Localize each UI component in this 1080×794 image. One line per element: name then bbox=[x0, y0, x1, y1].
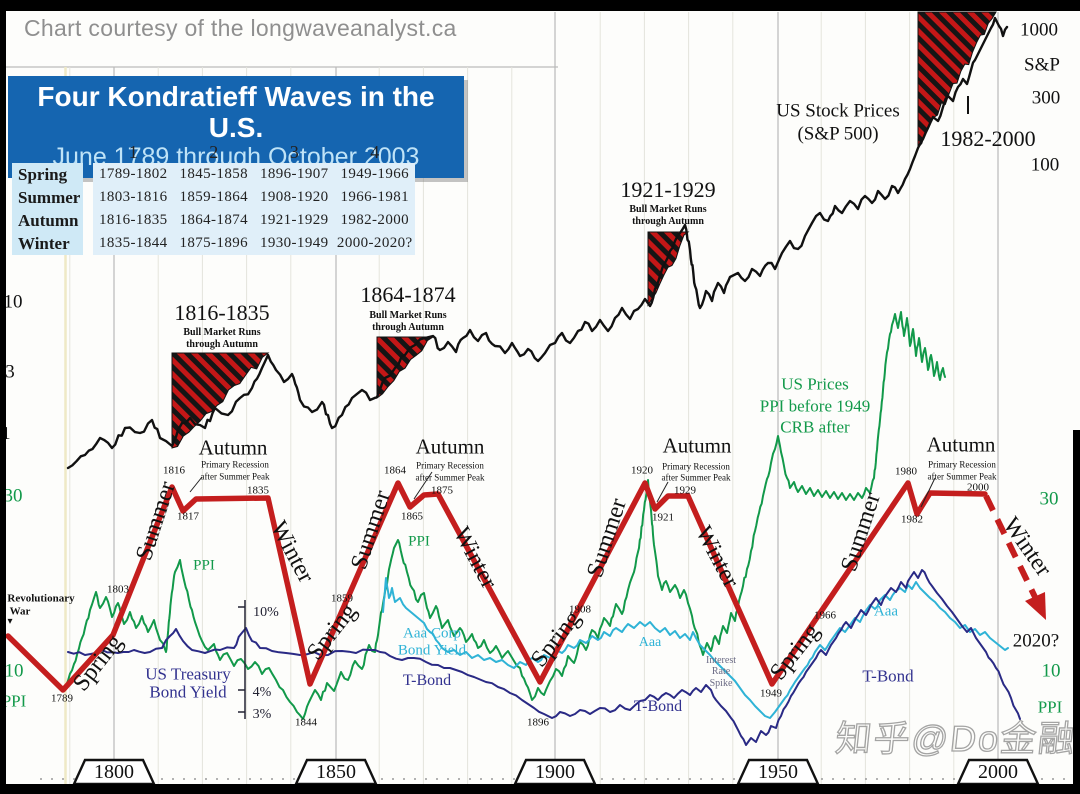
season-date-range: 1789-1802 bbox=[98, 166, 168, 182]
season-table-row: Spring 1789-1802 1845-1858 1896-1907 1949-19… bbox=[12, 163, 415, 186]
season-date-range: 1835-1844 bbox=[98, 235, 168, 251]
season-date-range: 1966-1981 bbox=[340, 189, 410, 205]
table-gutter bbox=[83, 186, 93, 209]
x-axis-tab-1850 bbox=[294, 758, 378, 786]
season-date-range: 1845-1858 bbox=[179, 166, 249, 182]
recession-pointer-arrow bbox=[189, 476, 203, 493]
chart-title: Four Kondratieff Waves in the U.S. bbox=[37, 81, 435, 144]
season-date-range: 1803-1816 bbox=[98, 189, 168, 205]
wave-column-header: 1 bbox=[128, 142, 138, 162]
frame-left bbox=[0, 0, 6, 794]
winter-projection-arrowhead bbox=[1025, 592, 1046, 620]
season-row-label: Spring bbox=[12, 163, 83, 186]
bull-market-hatch-1982-2000 bbox=[917, 11, 997, 150]
season-table: 1 2 3 4 Spring 1789-1802 1845-1858 1896-1907 194… bbox=[12, 142, 415, 255]
season-date-range: 1982-2000 bbox=[340, 212, 410, 228]
bull-market-hatch-1864-1874 bbox=[376, 336, 435, 400]
season-table-row: Autumn 1816-1835 1864-1874 1921-1929 1982-20… bbox=[12, 209, 415, 232]
season-row-label: Autumn bbox=[12, 209, 83, 232]
season-table-header: 1 2 3 4 bbox=[93, 142, 415, 163]
bull-market-hatch-1816-1835 bbox=[171, 352, 270, 449]
season-table-row: Winter 1835-1844 1875-1896 1930-1949 2000-20… bbox=[12, 232, 415, 255]
x-axis-tab-1950 bbox=[736, 758, 820, 786]
frame-bottom bbox=[0, 784, 1080, 794]
season-row-values: 1803-1816 1859-1864 1908-1920 1966-1981 bbox=[93, 186, 415, 209]
season-row-values: 1835-1844 1875-1896 1930-1949 2000-2020? bbox=[93, 232, 415, 255]
watermark: 知乎@Do金融科技君 bbox=[833, 717, 1080, 759]
x-axis-tab-1900 bbox=[513, 758, 597, 786]
season-row-label: Winter bbox=[12, 232, 83, 255]
season-row-values: 1789-1802 1845-1858 1896-1907 1949-1966 bbox=[93, 163, 415, 186]
series-line-aaa-corp-bond-yield bbox=[382, 577, 1009, 719]
recession-pointer-arrow bbox=[656, 481, 669, 503]
wave-column-header: 2 bbox=[209, 142, 219, 162]
season-date-range: 2000-2020? bbox=[336, 235, 413, 251]
season-date-range: 1908-1920 bbox=[259, 189, 329, 205]
season-date-range: 1864-1874 bbox=[179, 212, 249, 228]
table-gutter bbox=[83, 209, 93, 232]
season-date-range: 1896-1907 bbox=[259, 166, 329, 182]
table-gutter bbox=[83, 232, 93, 255]
wave-column-header: 3 bbox=[289, 142, 299, 162]
season-row-values: 1816-1835 1864-1874 1921-1929 1982-2000 bbox=[93, 209, 415, 232]
series-line-us-treasury-bond-yield-t-bond bbox=[67, 569, 1021, 746]
recession-pointer-arrow bbox=[413, 471, 433, 500]
frame-top bbox=[0, 0, 1080, 11]
courtesy-text: Chart courtesy of the longwaveanalyst.ca bbox=[24, 15, 457, 41]
season-date-range: 1921-1929 bbox=[259, 212, 329, 228]
wave-column-header: 4 bbox=[370, 142, 380, 162]
season-date-range: 1930-1949 bbox=[259, 235, 329, 251]
series-line-us-prices-ppi-before-1949-crb-after bbox=[65, 311, 946, 720]
series-line-kondratieff-wave-spring-summer-autumn-winter- bbox=[5, 480, 988, 693]
frame-right bbox=[1073, 430, 1080, 794]
recession-pointer-arrow bbox=[920, 477, 936, 508]
winter-projection-dashed-line bbox=[983, 494, 1038, 599]
season-date-range: 1859-1864 bbox=[179, 189, 249, 205]
season-date-range: 1949-1966 bbox=[340, 166, 410, 182]
season-date-range: 1875-1896 bbox=[179, 235, 249, 251]
season-table-row: Summer 1803-1816 1859-1864 1908-1920 1966-19… bbox=[12, 186, 415, 209]
x-axis-tab-1800 bbox=[72, 758, 156, 786]
x-axis-tab-2000 bbox=[956, 758, 1040, 786]
series-line-us-stock-prices-s-p-500- bbox=[66, 16, 1009, 470]
table-gutter bbox=[83, 163, 93, 186]
season-row-label: Summer bbox=[12, 186, 83, 209]
season-date-range: 1816-1835 bbox=[98, 212, 168, 228]
